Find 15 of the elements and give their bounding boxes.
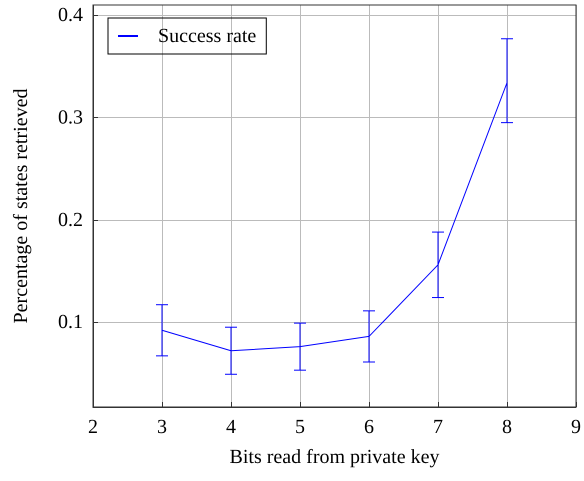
legend-label: Success rate <box>158 25 256 47</box>
x-axis-title: Bits read from private key <box>230 446 440 468</box>
x-tick-label: 6 <box>364 416 374 438</box>
x-tick-label: 9 <box>571 416 581 438</box>
y-tick-label: 0.4 <box>58 4 83 26</box>
x-tick-label: 2 <box>88 416 98 438</box>
y-tick-label: 0.1 <box>58 311 83 334</box>
y-axis-title: Percentage of states retrieved <box>10 88 32 324</box>
x-tick-label: 3 <box>157 416 167 438</box>
x-tick-label: 7 <box>433 416 443 438</box>
x-tick-label: 4 <box>226 416 236 438</box>
y-tick-label: 0.3 <box>58 106 83 129</box>
x-tick-label: 5 <box>295 416 305 438</box>
x-tick-label: 8 <box>502 416 512 438</box>
y-tick-label: 0.2 <box>58 208 83 231</box>
